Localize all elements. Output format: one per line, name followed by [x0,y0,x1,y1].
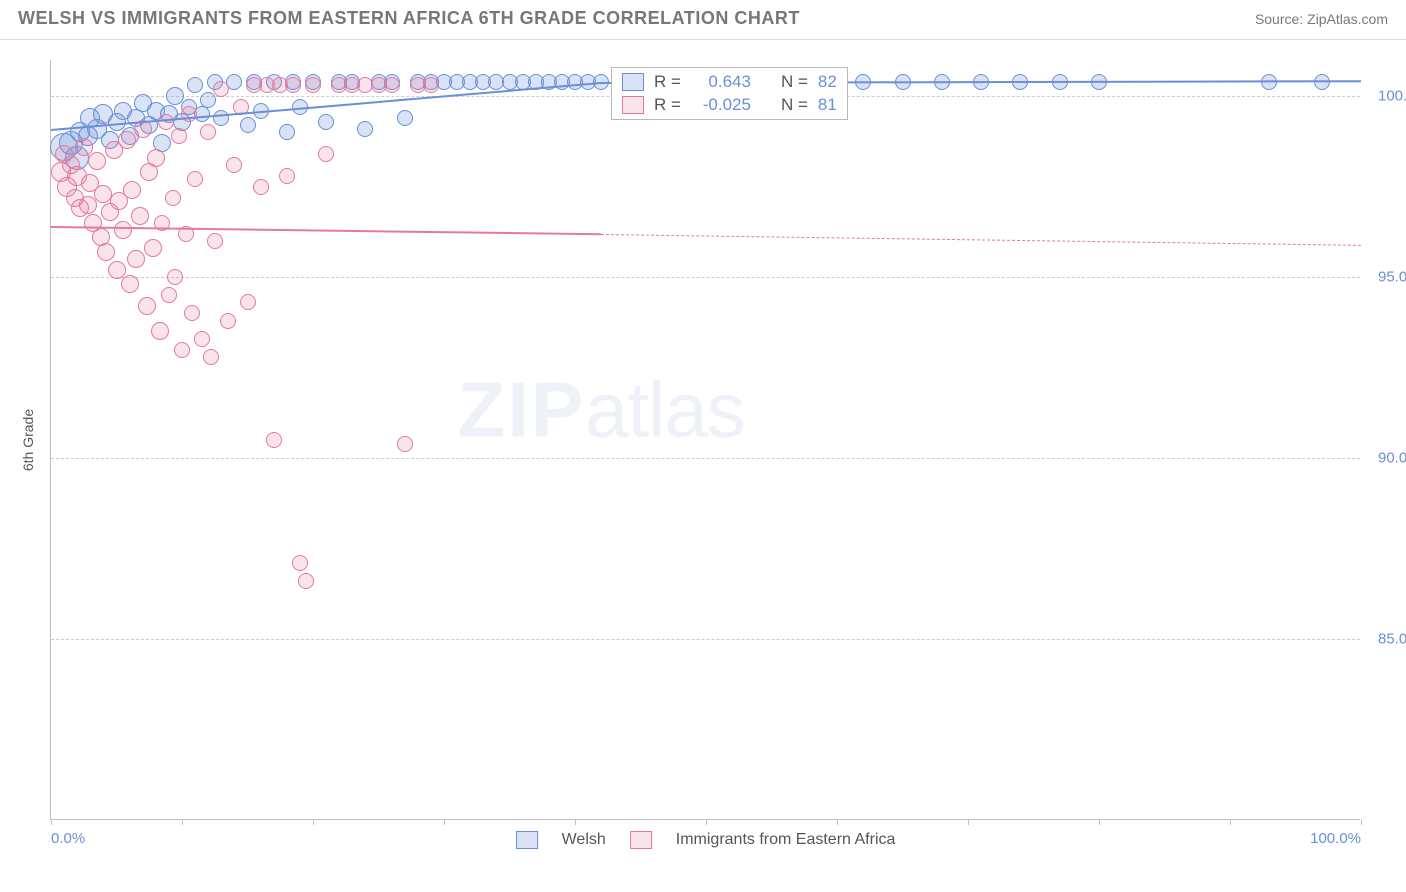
trend-line [51,226,601,235]
scatter-point-b [203,349,219,365]
scatter-point-a [187,77,203,93]
scatter-point-b [298,573,314,589]
y-tick-label: 85.0% [1366,631,1406,648]
y-tick-label: 95.0% [1366,269,1406,286]
stat-value: -0.025 [691,95,751,115]
x-tick-mark [968,819,969,825]
stat-value: 81 [818,95,837,115]
y-gridline [51,277,1360,278]
scatter-point-b [114,221,132,239]
x-tick-mark [1361,819,1362,825]
watermark: ZIPatlas [458,364,745,455]
x-tick-mark [706,819,707,825]
y-tick-label: 100.0% [1366,88,1406,105]
scatter-point-b [123,181,141,199]
stat-label: R = [654,72,681,92]
scatter-point-a [240,117,256,133]
legend-swatch [622,96,644,114]
chart-source: Source: ZipAtlas.com [1255,11,1388,27]
scatter-point-a [200,92,216,108]
stat-label: N = [781,72,808,92]
watermark-bold: ZIP [458,365,585,453]
scatter-point-b [279,168,295,184]
plot-area: ZIPatlas 85.0%90.0%95.0%100.0%0.0%100.0%… [50,60,1360,820]
scatter-point-b [161,287,177,303]
scatter-point-b [285,77,301,93]
scatter-point-b [292,555,308,571]
scatter-point-b [187,171,203,187]
scatter-point-b [131,207,149,225]
scatter-point-b [240,294,256,310]
chart-header: WELSH VS IMMIGRANTS FROM EASTERN AFRICA … [0,0,1406,40]
scatter-point-a [279,124,295,140]
scatter-point-b [384,77,400,93]
legend-swatch [516,831,538,849]
x-tick-mark [1099,819,1100,825]
scatter-point-a [357,121,373,137]
scatter-point-b [253,179,269,195]
scatter-point-b [194,331,210,347]
legend-label: Welsh [562,831,606,849]
x-tick-mark [575,819,576,825]
scatter-point-b [147,149,165,167]
scatter-point-b [151,322,169,340]
scatter-point-b [97,243,115,261]
scatter-point-b [318,146,334,162]
scatter-point-b [207,233,223,249]
stats-row: R = 0.643 N = 82 [622,72,837,92]
y-gridline [51,458,1360,459]
y-tick-label: 90.0% [1366,450,1406,467]
legend-swatch [622,73,644,91]
scatter-point-b [108,261,126,279]
scatter-point-b [79,196,97,214]
scatter-point-b [127,250,145,268]
scatter-point-b [220,313,236,329]
scatter-point-b [181,106,197,122]
scatter-point-b [171,128,187,144]
x-tick-mark [51,819,52,825]
scatter-point-a [318,114,334,130]
scatter-point-b [266,432,282,448]
stats-row: R = -0.025 N = 81 [622,95,837,115]
stats-box: R = 0.643 N = 82 R = -0.025 N = 81 [611,67,848,120]
scatter-point-b [184,305,200,321]
scatter-point-b [75,138,93,156]
legend-swatch [630,831,652,849]
stat-value: 0.643 [691,72,751,92]
scatter-point-b [226,157,242,173]
x-tick-label-min: 0.0% [51,830,85,847]
scatter-point-b [200,124,216,140]
x-tick-mark [1230,819,1231,825]
stat-label: R = [654,95,681,115]
scatter-point-b [88,152,106,170]
scatter-point-b [167,269,183,285]
x-tick-label-max: 100.0% [1310,830,1361,847]
x-tick-mark [444,819,445,825]
scatter-point-b [118,131,136,149]
legend-label: Immigrants from Eastern Africa [676,831,896,849]
scatter-point-b [305,77,321,93]
x-tick-mark [182,819,183,825]
bottom-legend: Welsh Immigrants from Eastern Africa [516,831,896,849]
scatter-point-b [174,342,190,358]
x-tick-mark [837,819,838,825]
scatter-point-b [423,77,439,93]
scatter-point-b [213,81,229,97]
stat-label: N = [781,95,808,115]
scatter-point-b [165,190,181,206]
stat-value: 82 [818,72,837,92]
chart-title: WELSH VS IMMIGRANTS FROM EASTERN AFRICA … [18,8,800,29]
scatter-point-b [121,275,139,293]
x-tick-mark [313,819,314,825]
scatter-point-b [397,436,413,452]
watermark-light: atlas [585,365,745,453]
scatter-point-b [138,297,156,315]
trend-line [601,234,1361,246]
scatter-point-a [213,110,229,126]
scatter-point-a [397,110,413,126]
scatter-point-b [144,239,162,257]
chart-area: 6th Grade ZIPatlas 85.0%90.0%95.0%100.0%… [50,60,1360,820]
y-axis-label: 6th Grade [20,409,36,471]
y-gridline [51,639,1360,640]
